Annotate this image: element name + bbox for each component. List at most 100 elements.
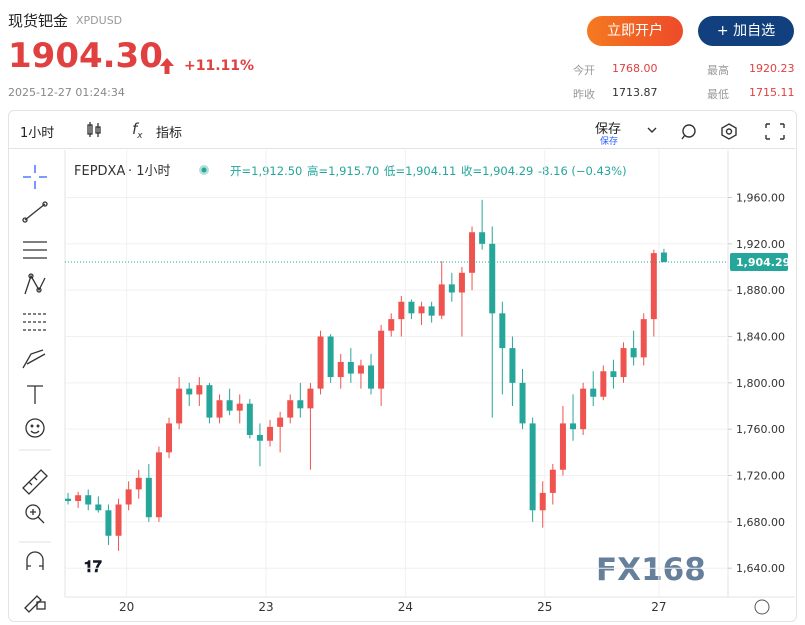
stat-value: 1713.87: [612, 86, 658, 99]
stat-value: 1715.11: [749, 86, 795, 99]
candle-body: [75, 495, 82, 502]
x-tick-label: 23: [258, 600, 273, 614]
x-tick-label: 20: [119, 600, 134, 614]
candle-body: [145, 477, 152, 518]
candle-body: [95, 504, 102, 511]
candle-body: [236, 403, 243, 411]
candle-body: [398, 301, 405, 320]
candle-body: [650, 253, 657, 320]
y-tick-label: 1,920.00: [736, 238, 785, 251]
candle-body: [630, 348, 637, 358]
candle-body: [539, 492, 546, 511]
candle-body: [610, 371, 617, 378]
last-price-label: 1,904.29: [736, 256, 790, 269]
candle-body: [590, 388, 597, 397]
candle-body: [216, 400, 223, 418]
candle-body: [620, 348, 627, 378]
candle-body: [125, 489, 132, 505]
candle-body: [529, 423, 536, 511]
candle-body: [337, 361, 344, 378]
candle-body: [499, 313, 506, 349]
save-subtitle: 保存: [600, 137, 619, 147]
indicators-button[interactable]: 指标: [156, 126, 183, 141]
candle-body: [297, 400, 304, 409]
stat-label: 今开: [573, 64, 595, 77]
candle-body: [115, 504, 122, 536]
y-tick-label: 1,760.00: [736, 423, 785, 436]
candle-body: [580, 388, 587, 430]
stat-label: 最高: [707, 64, 729, 77]
change: +11.11%: [184, 58, 255, 74]
candle-body: [317, 336, 324, 389]
candle-body: [559, 423, 566, 470]
candle-body: [368, 365, 375, 389]
asset-name: 现货钯金: [8, 12, 69, 30]
y-tick-label: 1,800.00: [736, 377, 785, 390]
candle-body: [226, 400, 233, 411]
candle-body: [388, 319, 395, 331]
y-tick-label: 1,640.00: [736, 562, 785, 575]
candle-body: [347, 361, 354, 374]
candle-body: [65, 498, 72, 502]
candle-body: [378, 330, 385, 389]
candle-body: [519, 382, 526, 424]
settings-icon[interactable]: [754, 599, 770, 615]
candle-body: [256, 434, 263, 441]
candle-body: [105, 510, 112, 536]
open-account-button[interactable]: 立即开户: [587, 16, 683, 46]
candle-body: [640, 319, 647, 358]
last-price-tag: [730, 253, 788, 272]
chart-frame: [8, 110, 797, 622]
candle-body: [479, 232, 486, 244]
tv-logo: 𝟏𝟕: [84, 557, 102, 576]
candle-body: [448, 284, 455, 293]
toolbar-divider: [9, 148, 795, 149]
candle-body: [287, 400, 294, 418]
legend-low: 低=1,904.11: [384, 164, 456, 178]
legend-symbol: FEPDXA: [74, 164, 125, 179]
candle-body: [469, 232, 476, 273]
candle-body: [357, 365, 364, 374]
candle-body: [600, 371, 607, 397]
x-tick-label: 25: [537, 600, 552, 614]
stat-label: 昨收: [573, 88, 595, 101]
candle-body: [660, 252, 667, 263]
candle-body: [196, 385, 203, 395]
candle-body: [428, 306, 435, 316]
tv-logo: [82, 553, 110, 577]
timestamp: 2025-12-27 01:24:34: [8, 86, 125, 99]
toolbar-icons[interactable]: [644, 122, 794, 140]
legend-interval: · 1小时: [128, 164, 171, 179]
watchlist-button[interactable]: + 加自选: [698, 16, 794, 46]
candle-body: [458, 272, 465, 293]
price: 1904.30: [8, 36, 163, 76]
watermark: FX168: [596, 552, 706, 588]
candle-body: [186, 388, 193, 395]
candle-body: [418, 306, 425, 314]
stat-value: 1920.23: [749, 62, 795, 75]
stat-label: 最低: [707, 88, 729, 101]
candle-body: [135, 477, 142, 490]
candle-body: [509, 348, 516, 383]
candle-body: [570, 423, 577, 430]
save-button[interactable]: 保存: [595, 122, 622, 137]
stat-value: 1768.00: [612, 62, 658, 75]
chart-type-button[interactable]: [84, 120, 104, 140]
interval-button[interactable]: 1小时: [20, 126, 55, 141]
candle-body: [307, 388, 314, 409]
legend-change: -8.16 (−0.43%): [538, 164, 627, 178]
candle-body: [438, 284, 445, 316]
candle-body: [489, 243, 496, 314]
candle-body: [549, 469, 556, 493]
drawing-toolbar[interactable]: [9, 150, 65, 620]
candle-body: [246, 403, 253, 435]
status-dot: [201, 167, 207, 173]
x-tick-label: 27: [651, 600, 666, 614]
candle-body: [176, 388, 183, 424]
candle-body: [277, 417, 284, 427]
y-tick-label: 1,880.00: [736, 284, 785, 297]
y-tick-label: 1,840.00: [736, 331, 785, 344]
legend-high: 高=1,915.70: [307, 164, 379, 178]
